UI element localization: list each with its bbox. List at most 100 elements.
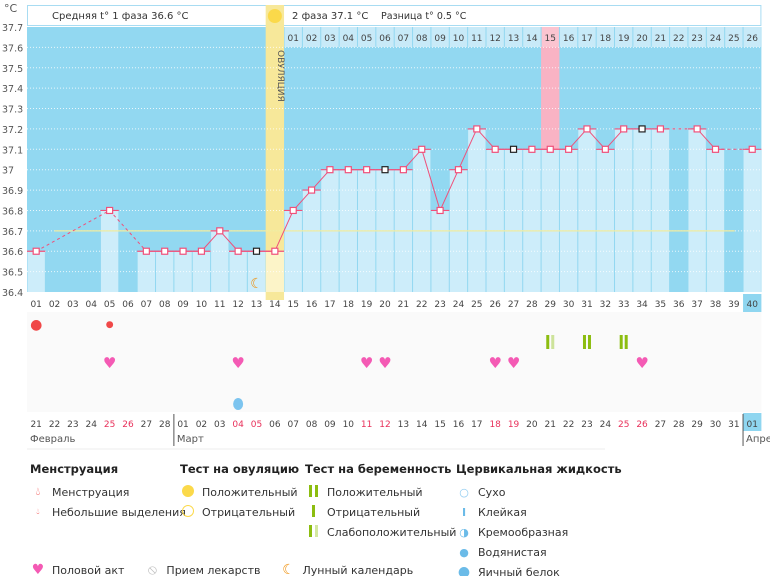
phase2-day-label: 16 [563,34,575,44]
temperature-point [638,125,646,133]
temperature-bar [229,251,247,292]
date-label: 31 [728,420,739,430]
date-label: 10 [343,420,355,430]
temperature-point [693,125,701,133]
phase2-day-label: 11 [471,34,482,44]
temperature-point [363,166,371,174]
cycle-day-label: 38 [710,300,722,310]
phase2-day-cell [376,27,394,47]
cycle-day-label: 23 [434,300,445,310]
legend-label: Отрицательный [327,505,421,519]
moon-icon: ☾ [282,562,295,576]
month-label: Март [177,434,204,445]
y-tick-label: 37.3 [2,105,23,116]
temperature-point [344,166,352,174]
phase2-day-cell [431,27,449,47]
cycle-day-label: 36 [673,300,685,310]
phase2-day-cell [596,27,615,47]
temperature-point [197,247,206,255]
temperature-point [748,145,756,153]
watery-drop-icon [233,398,244,410]
temperature-bar [706,149,725,292]
temperature-point [381,166,389,174]
phase2-day-label: 22 [673,34,684,44]
date-label: 21 [545,420,556,430]
temperature-bar [284,210,302,292]
legend-label: Водянистая [478,545,547,559]
cycle-day-label: 25 [471,300,482,310]
date-label: 27 [141,420,152,430]
date-label: 25 [104,420,115,430]
legend-title: Тест на беременность [305,462,452,476]
phase2-day-cell [394,27,413,47]
temperature-bar [596,149,615,292]
temperature-point [491,145,499,153]
watery-drop-icon: ● [459,545,469,559]
temperature-point [216,227,224,235]
legend-label: Небольшие выделения [52,505,186,519]
temperature-bar [247,251,266,292]
cycle-day-label: 04 [86,300,98,310]
legend-label: Отрицательный [202,505,296,519]
temperature-point [583,125,591,133]
temperature-point [307,186,316,194]
date-label: 12 [379,420,390,430]
heart-icon: ♥ [103,354,116,372]
phase2-day-cell [321,27,339,47]
heart-icon: ♥ [635,354,648,372]
date-label: 17 [471,420,482,430]
temperature-point [436,206,444,215]
legend-label: Прием лекарств [166,563,261,576]
plot-background [27,27,762,292]
phase2-day-label: 25 [728,34,739,44]
phase2-day-label: 04 [343,34,355,44]
heart-icon: ♥ [31,562,45,576]
current-day-marker [743,294,762,312]
temperature-bar [504,149,523,292]
date-label: 13 [398,420,409,430]
temperature-bar [302,190,321,292]
date-label: 22 [49,420,60,430]
phase2-day-cell [633,27,651,47]
y-tick-label: 37.7 [2,23,23,34]
cycle-day-label: 17 [324,300,335,310]
moon-icon: ☾ [250,276,263,292]
temperature-point [252,247,261,255]
temperature-point [601,145,609,153]
temperature-point [32,247,40,255]
menstruation-drop-icon: ● [30,317,42,333]
temperature-point [473,125,481,133]
phase2-day-cell [725,27,743,47]
temperature-bar [137,251,156,292]
date-label: 02 [196,420,207,430]
y-tick-label: 37.2 [2,125,23,136]
cycle-day-label: 03 [67,300,78,310]
y-axis-unit: °C [4,2,18,15]
legend-menstruation: Менструация 💧︎ Менструация 💧︎ Небольшие вы… [30,462,186,522]
phase2-day-label: 02 [306,34,317,44]
cycle-day-label: 30 [563,300,575,310]
cycle-day-label: 22 [416,300,427,310]
legend-label: Сухо [478,485,506,499]
symbol-rows-background [27,312,762,412]
legend-ovulation-test: Тест на овуляцию Положительный Отрицател… [180,462,299,522]
cycle-day-label: 26 [489,300,501,310]
date-label: 26 [636,420,648,430]
cycle-day-label: 32 [600,300,611,310]
temperature-point [142,247,150,255]
temperature-point [656,125,665,133]
phase2-day-cell [541,27,559,47]
ovulation-sun-icon [267,9,282,23]
phase2-day-cell [357,27,376,47]
temperature-chart: Средняя t° 1 фаза 36.6 °C 2 фаза 37.1 °C Р… [2,2,770,450]
phase2-day-cell [743,27,761,47]
legend-label: Кремообразная [478,525,569,539]
heart-icon: ♥ [360,354,373,372]
phase2-day-cell [559,27,578,47]
spotting-drop-icon: ● [106,320,114,330]
heart-icon: ♥ [378,354,391,372]
phase2-day-label: 18 [600,34,612,44]
phase2-day-label: 08 [416,34,428,44]
cycle-day-label: 31 [581,300,592,310]
